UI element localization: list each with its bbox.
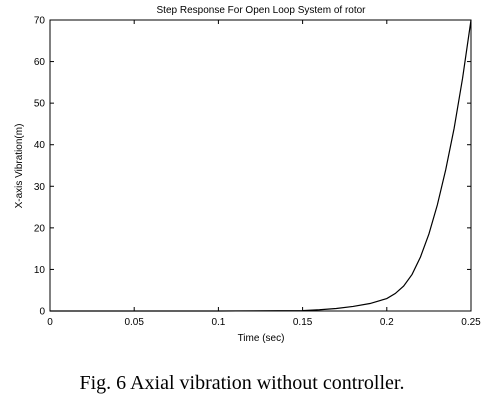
- x-tick-label: 0.25: [461, 317, 481, 328]
- y-axis-label: X-axis Vibration(m): [14, 124, 25, 209]
- x-tick-label: 0.05: [124, 317, 144, 328]
- chart-title: Step Response For Open Loop System of ro…: [157, 5, 367, 16]
- x-tick-label: 0: [47, 317, 53, 328]
- y-tick-label: 50: [34, 99, 46, 110]
- x-axis-label: Time (sec): [238, 333, 285, 344]
- plot-area: [49, 19, 472, 312]
- y-tick-label: 30: [34, 182, 46, 193]
- y-tick-label: 40: [34, 140, 46, 151]
- y-tick-label: 20: [34, 223, 46, 234]
- y-axis: 0 10 20 30 40 50 60 70: [34, 16, 471, 318]
- y-tick-label: 60: [34, 57, 46, 68]
- x-tick-label: 0.2: [380, 317, 394, 328]
- figure-caption: Fig. 6 Axial vibration without controlle…: [79, 372, 405, 394]
- y-tick-label: 0: [39, 307, 45, 318]
- x-tick-label: 0.15: [293, 317, 313, 328]
- series-line: [50, 19, 472, 312]
- x-axis: 0 0.05 0.1 0.15 0.2 0.25: [47, 20, 481, 328]
- x-tick-label: 0.1: [211, 317, 225, 328]
- y-tick-label: 70: [34, 16, 46, 27]
- y-tick-label: 10: [34, 265, 46, 276]
